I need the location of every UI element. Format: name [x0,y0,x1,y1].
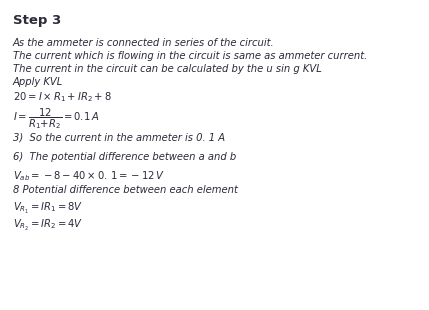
Text: 6)  The potential difference between a and b: 6) The potential difference between a an… [13,152,236,162]
Text: $V_{R_2} = IR_2 = 4V$: $V_{R_2} = IR_2 = 4V$ [13,218,83,233]
Text: Apply KVL: Apply KVL [13,77,63,87]
Text: As the ammeter is connected in series of the circuit.: As the ammeter is connected in series of… [13,38,275,48]
Text: $V_{R_1} = IR_1 = 8V$: $V_{R_1} = IR_1 = 8V$ [13,201,83,216]
Text: 3)  So the current in the ammeter is 0. 1 A: 3) So the current in the ammeter is 0. 1… [13,132,225,142]
Text: Step 3: Step 3 [13,14,61,27]
Text: 8 Potential difference between each element: 8 Potential difference between each elem… [13,185,238,195]
Text: $20 = I \times R_1 + IR_2 + 8$: $20 = I \times R_1 + IR_2 + 8$ [13,90,112,104]
Text: $I = \dfrac{12}{R_1{+}R_2} = 0.1\,A$: $I = \dfrac{12}{R_1{+}R_2} = 0.1\,A$ [13,106,99,131]
Text: The current in the circuit can be calculated by the u sin g KVL: The current in the circuit can be calcul… [13,64,322,74]
Text: $V_{ab} = -8 - 40 \times 0.\,1 = -12\,V$: $V_{ab} = -8 - 40 \times 0.\,1 = -12\,V$ [13,169,165,183]
Text: The current which is flowing in the circuit is same as ammeter current.: The current which is flowing in the circ… [13,51,367,61]
